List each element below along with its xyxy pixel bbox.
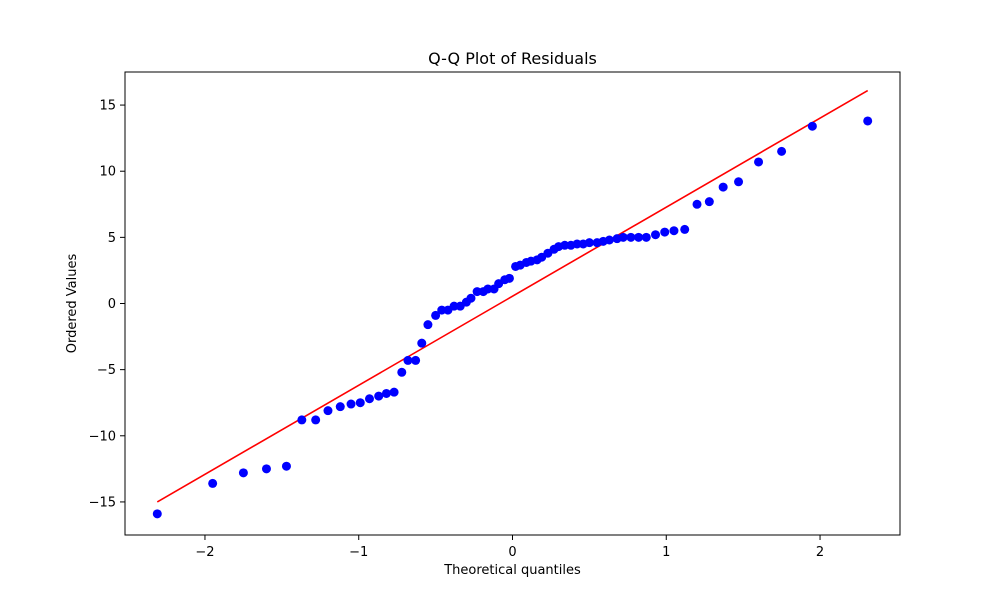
data-point — [389, 387, 399, 397]
data-point — [346, 399, 356, 409]
data-point — [364, 394, 374, 404]
data-point — [572, 239, 582, 249]
y-tick-label: 0 — [108, 297, 116, 312]
x-axis-ticks: −2 −1 0 1 2 — [195, 535, 824, 560]
data-point — [281, 461, 291, 471]
data-point — [238, 468, 248, 478]
data-point — [704, 197, 714, 207]
data-point — [604, 235, 614, 245]
y-tick-label: 5 — [108, 231, 116, 246]
plot-area-frame — [124, 71, 901, 536]
y-tick-label: −10 — [89, 429, 116, 444]
data-point — [777, 146, 787, 156]
data-point — [669, 226, 679, 236]
x-tick-label: 0 — [508, 545, 516, 560]
data-point — [208, 478, 218, 488]
y-tick-label: −5 — [97, 363, 116, 378]
x-tick-label: 2 — [816, 545, 824, 560]
data-point — [807, 121, 817, 131]
y-axis-title: Ordered Values — [65, 254, 80, 354]
data-point — [437, 305, 447, 315]
data-point — [504, 273, 514, 283]
data-point — [423, 320, 433, 330]
chart-title: Q-Q Plot of Residuals — [428, 49, 597, 68]
data-point — [466, 293, 476, 303]
data-point — [355, 398, 365, 408]
data-point — [483, 284, 493, 294]
data-point — [692, 199, 702, 209]
data-point — [718, 182, 728, 192]
y-tick-label: −15 — [89, 495, 116, 510]
data-point — [634, 232, 644, 242]
data-point — [472, 287, 482, 297]
data-point — [680, 224, 690, 234]
y-tick-label: 10 — [99, 165, 116, 180]
data-point — [660, 227, 670, 237]
y-axis-ticks: −15 −10 −5 0 5 10 15 — [89, 99, 125, 510]
fit-line-layer — [156, 89, 869, 503]
data-point — [584, 238, 594, 248]
data-point — [754, 157, 764, 167]
data-point — [734, 177, 744, 187]
reference-fit-line — [156, 89, 869, 503]
data-point — [403, 355, 413, 365]
x-tick-label: −1 — [349, 545, 368, 560]
data-point — [311, 415, 321, 425]
data-point — [417, 338, 427, 348]
data-point — [323, 406, 333, 416]
x-tick-label: −2 — [195, 545, 214, 560]
data-point — [411, 355, 421, 365]
data-point — [560, 240, 570, 250]
data-point — [626, 232, 636, 242]
data-point — [381, 388, 391, 398]
data-point — [335, 402, 345, 412]
x-tick-label: 1 — [662, 545, 670, 560]
data-point — [397, 367, 407, 377]
data-point — [152, 509, 162, 519]
data-point — [449, 301, 459, 311]
y-tick-label: 15 — [99, 99, 116, 114]
data-point — [651, 230, 661, 240]
data-point — [618, 232, 628, 242]
data-point — [374, 391, 384, 401]
points-layer — [152, 116, 873, 519]
data-point — [297, 415, 307, 425]
data-point — [641, 232, 651, 242]
data-point — [863, 116, 873, 126]
x-axis-title: Theoretical quantiles — [443, 563, 581, 578]
data-point — [431, 310, 441, 320]
data-point — [261, 464, 271, 474]
